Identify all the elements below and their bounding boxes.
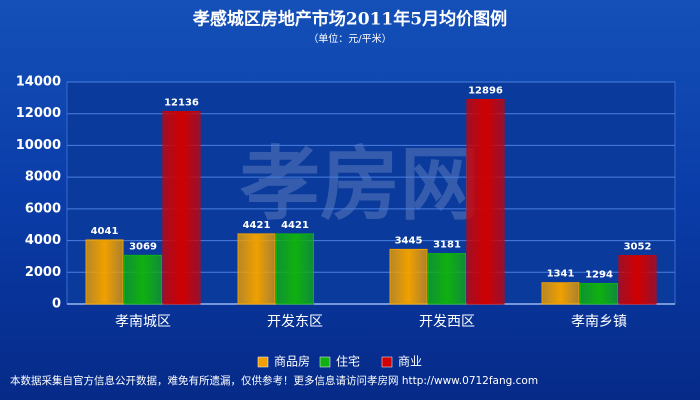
x-tick-label: 孝南城区: [115, 314, 171, 330]
x-tick-label: 孝南乡镇: [571, 314, 627, 330]
bar: [618, 255, 657, 305]
bar: [85, 239, 124, 305]
value-label: 1294: [585, 269, 613, 280]
watermark: 孝房网: [240, 138, 480, 231]
value-label: 4421: [243, 220, 271, 231]
legend-label: 住宅: [336, 354, 360, 369]
value-label: 1341: [547, 269, 575, 280]
chart-subtitle: （单位：元/平米）: [308, 32, 391, 45]
legend-swatch: [381, 356, 393, 368]
chart-title: 孝感城区房地产市场2011年5月均价图例: [193, 9, 507, 30]
bar: [276, 233, 314, 305]
y-tick-label: 12000: [16, 106, 61, 121]
legend-label: 商品房: [274, 354, 310, 369]
bar: [389, 248, 428, 305]
bar: [541, 282, 580, 305]
y-tick-label: 8000: [25, 170, 61, 185]
bar: [237, 233, 276, 305]
value-label: 3069: [129, 241, 157, 252]
bar: [124, 254, 162, 305]
footer: 本数据采集自官方信息公开数据，难免有所遗漏，仅供参考！更多信息请访问孝房网 ht…: [10, 374, 538, 387]
value-label: 3052: [624, 242, 652, 253]
y-tick-label: 0: [52, 297, 61, 312]
y-tick-label: 4000: [25, 233, 61, 248]
legend-swatch: [319, 356, 331, 368]
bar: [580, 282, 618, 305]
value-label: 4041: [91, 226, 119, 237]
x-tick-label: 开发西区: [419, 314, 475, 330]
legend-label: 商业: [398, 354, 422, 369]
y-tick-label: 2000: [25, 265, 61, 280]
value-label: 3181: [433, 240, 461, 251]
value-label: 3445: [395, 235, 423, 246]
value-label: 12896: [468, 86, 503, 97]
x-tick-label: 开发东区: [267, 314, 323, 330]
value-label: 12136: [164, 98, 199, 109]
bar: [466, 99, 505, 305]
bar: [162, 111, 201, 305]
y-tick-label: 10000: [16, 138, 61, 153]
value-label: 4421: [281, 220, 309, 231]
legend-swatch: [257, 356, 269, 368]
bar: [428, 253, 466, 305]
y-tick-label: 14000: [16, 75, 61, 90]
y-tick-label: 6000: [25, 201, 61, 216]
